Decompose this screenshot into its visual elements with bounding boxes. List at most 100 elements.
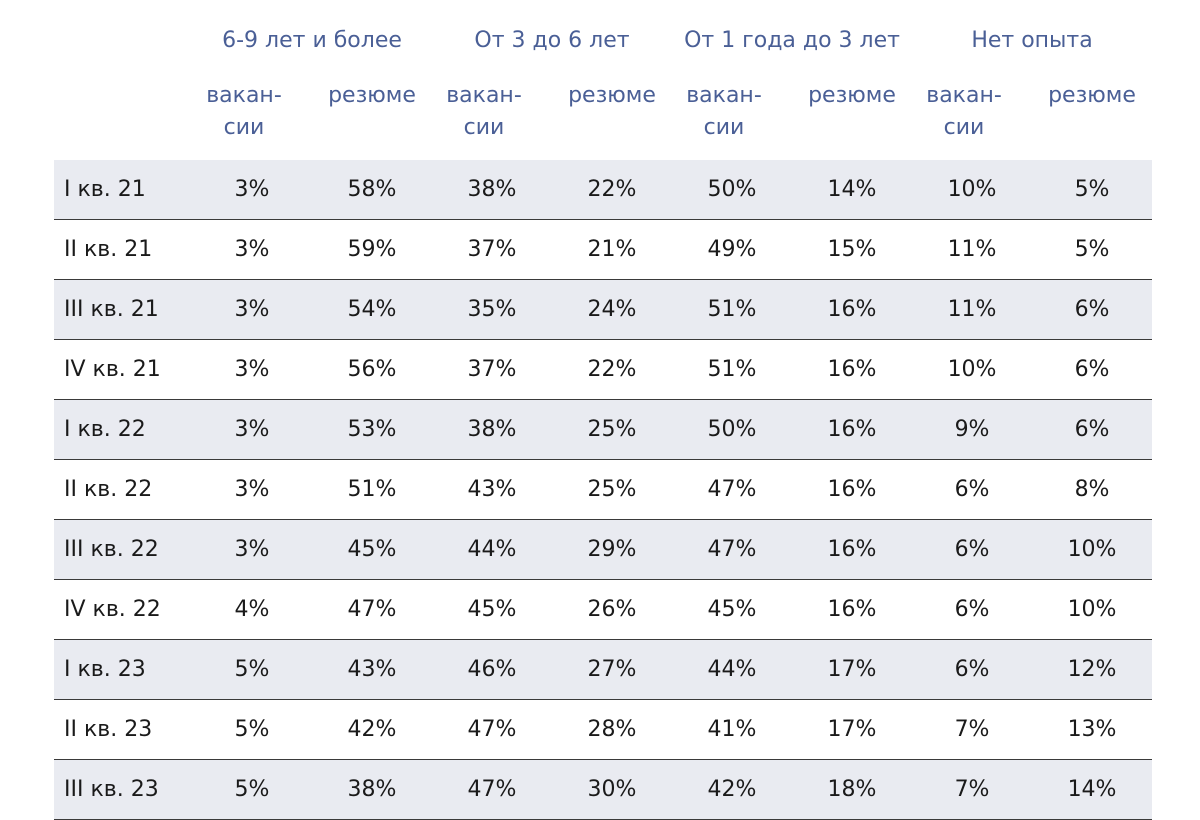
cell-vacancies-share: 3% (192, 459, 312, 520)
sub-header-resumes: резюме (568, 83, 656, 108)
cell-resumes-share: 18% (792, 759, 913, 820)
row-label-quarter: I кв. 21 (54, 160, 192, 220)
cell-vacancies-share: 37% (432, 219, 552, 280)
cell-resumes-share: 47% (312, 579, 432, 640)
table-row: II кв. 22 3% 51% 43% 25% 47% 16% 6% 8% (54, 459, 1153, 520)
cell-resumes-share: 16% (792, 579, 913, 640)
cell-resumes-share: 27% (552, 639, 672, 700)
table-row: III кв. 21 3% 54% 35% 24% 51% 16% 11% 6% (54, 279, 1153, 340)
cell-vacancies-share: 3% (192, 160, 312, 220)
row-label-quarter: III кв. 23 (54, 759, 192, 820)
cell-vacancies-share: 44% (672, 639, 792, 700)
cell-vacancies-share: 43% (432, 459, 552, 520)
cell-resumes-share: 26% (552, 579, 672, 640)
cell-resumes-share: 25% (552, 459, 672, 520)
cell-resumes-share: 25% (552, 399, 672, 460)
cell-resumes-share: 54% (312, 279, 432, 340)
cell-vacancies-share: 5% (192, 759, 312, 820)
cell-vacancies-share: 11% (912, 219, 1033, 280)
row-label-quarter: I кв. 22 (54, 399, 192, 460)
cell-resumes-share: 17% (792, 699, 913, 760)
cell-vacancies-share: 10% (912, 160, 1033, 220)
sub-header-resumes: резюме (808, 83, 896, 108)
cell-resumes-share: 16% (792, 279, 913, 340)
cell-vacancies-share: 4% (192, 579, 312, 640)
cell-vacancies-share: 38% (432, 399, 552, 460)
cell-resumes-share: 14% (792, 160, 913, 220)
row-label-quarter: II кв. 21 (54, 219, 192, 280)
row-label-quarter: I кв. 23 (54, 639, 192, 700)
cell-vacancies-share: 51% (672, 279, 792, 340)
cell-resumes-share: 24% (552, 279, 672, 340)
cell-resumes-share: 16% (792, 459, 913, 520)
row-label-quarter: IV кв. 21 (54, 339, 192, 400)
cell-vacancies-share: 46% (432, 639, 552, 700)
cell-vacancies-share: 6% (912, 519, 1033, 580)
cell-resumes-share: 5% (1032, 160, 1153, 220)
row-label-quarter: IV кв. 22 (54, 579, 192, 640)
cell-vacancies-share: 11% (912, 279, 1033, 340)
cell-resumes-share: 16% (792, 339, 913, 400)
sub-header-resumes: резюме (328, 83, 416, 108)
cell-resumes-share: 22% (552, 160, 672, 220)
cell-resumes-share: 16% (792, 399, 913, 460)
table-row: II кв. 21 3% 59% 37% 21% 49% 15% 11% 5% (54, 219, 1153, 280)
cell-vacancies-share: 47% (672, 519, 792, 580)
cell-resumes-share: 38% (312, 759, 432, 820)
group-header-6-9-years: 6-9 лет и более (222, 27, 402, 53)
cell-vacancies-share: 44% (432, 519, 552, 580)
table-row: IV кв. 21 3% 56% 37% 22% 51% 16% 10% 6% (54, 339, 1153, 400)
cell-resumes-share: 8% (1032, 459, 1153, 520)
cell-vacancies-share: 3% (192, 279, 312, 340)
group-header-no-experience: Нет опыта (971, 27, 1093, 53)
experience-distribution-table: 6-9 лет и более От 3 до 6 лет От 1 года … (54, 0, 1153, 820)
cell-vacancies-share: 6% (912, 459, 1033, 520)
cell-vacancies-share: 50% (672, 160, 792, 220)
cell-resumes-share: 21% (552, 219, 672, 280)
cell-resumes-share: 6% (1032, 339, 1153, 400)
cell-vacancies-share: 5% (192, 699, 312, 760)
cell-resumes-share: 59% (312, 219, 432, 280)
cell-vacancies-share: 6% (912, 579, 1033, 640)
group-header-1-3-years: От 1 года до 3 лет (684, 27, 900, 53)
cell-resumes-share: 14% (1032, 759, 1153, 820)
group-header-3-6-years: От 3 до 6 лет (474, 27, 630, 53)
cell-resumes-share: 22% (552, 339, 672, 400)
cell-vacancies-share: 47% (672, 459, 792, 520)
sub-header-vacancies: вакан- сии (926, 83, 1002, 140)
sub-header-row: вакан- сии резюме вакан- сии резюме вака… (54, 80, 1152, 160)
cell-resumes-share: 15% (792, 219, 913, 280)
table-row: III кв. 22 3% 45% 44% 29% 47% 16% 6% 10% (54, 519, 1153, 580)
table-row: I кв. 21 3% 58% 38% 22% 50% 14% 10% 5% (54, 160, 1153, 220)
cell-resumes-share: 10% (1032, 579, 1153, 640)
cell-vacancies-share: 37% (432, 339, 552, 400)
cell-vacancies-share: 41% (672, 699, 792, 760)
cell-vacancies-share: 3% (192, 399, 312, 460)
table-row: III кв. 23 5% 38% 47% 30% 42% 18% 7% 14% (54, 759, 1153, 820)
cell-resumes-share: 58% (312, 160, 432, 220)
cell-resumes-share: 6% (1032, 399, 1153, 460)
cell-resumes-share: 53% (312, 399, 432, 460)
cell-vacancies-share: 45% (672, 579, 792, 640)
cell-resumes-share: 13% (1032, 699, 1153, 760)
cell-vacancies-share: 10% (912, 339, 1033, 400)
cell-resumes-share: 42% (312, 699, 432, 760)
cell-vacancies-share: 6% (912, 639, 1033, 700)
row-label-quarter: III кв. 21 (54, 279, 192, 340)
sub-header-resumes: резюме (1048, 83, 1136, 108)
empty-sub-corner-cell (54, 80, 192, 160)
empty-corner-cell (54, 0, 192, 80)
table-row: II кв. 23 5% 42% 47% 28% 41% 17% 7% 13% (54, 699, 1153, 760)
cell-vacancies-share: 38% (432, 160, 552, 220)
cell-vacancies-share: 3% (192, 219, 312, 280)
row-label-quarter: III кв. 22 (54, 519, 192, 580)
sub-header-vacancies: вакан- сии (206, 83, 282, 140)
cell-resumes-share: 29% (552, 519, 672, 580)
sub-header-vacancies: вакан- сии (446, 83, 522, 140)
cell-vacancies-share: 47% (432, 699, 552, 760)
cell-resumes-share: 6% (1032, 279, 1153, 340)
cell-vacancies-share: 35% (432, 279, 552, 340)
cell-resumes-share: 12% (1032, 639, 1153, 700)
cell-vacancies-share: 3% (192, 339, 312, 400)
cell-vacancies-share: 7% (912, 699, 1033, 760)
